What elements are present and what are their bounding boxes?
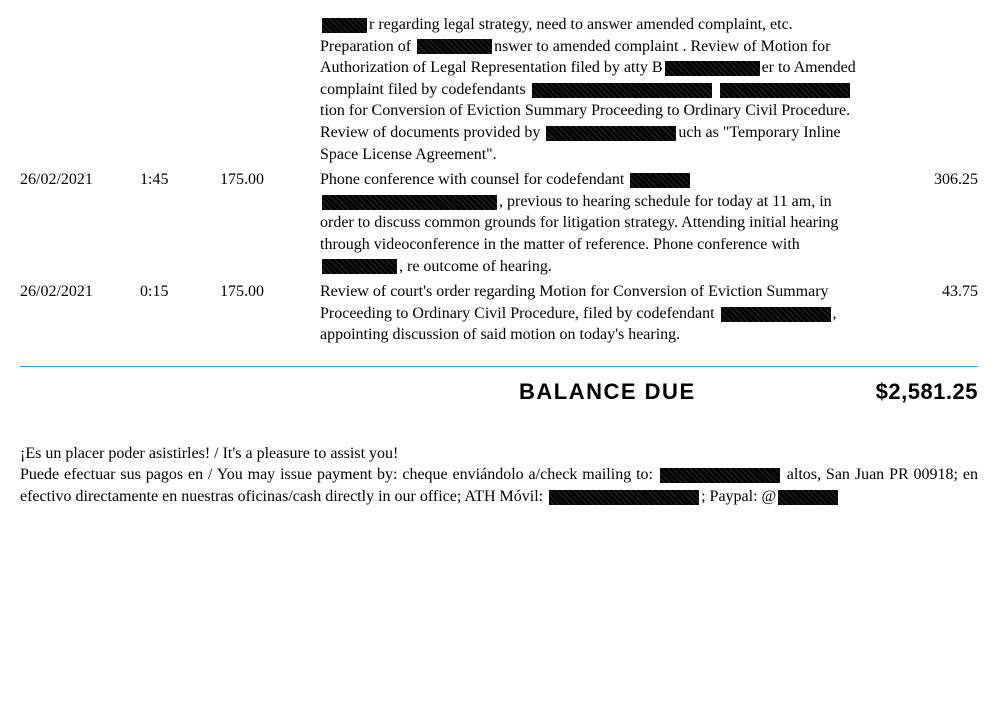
footer-text: Puede efectuar sus pagos en / You may is… — [20, 466, 658, 483]
desc-text: , re outcome of hearing. — [399, 258, 552, 275]
footer-greeting: ¡Es un placer poder asistirles! / It's a… — [20, 443, 978, 465]
cell-amount: 43.75 — [858, 279, 978, 348]
redaction-bar — [322, 18, 367, 33]
redaction-bar — [546, 126, 676, 141]
cell-amount: 306.25 — [858, 167, 978, 279]
footer-payment-instructions: Puede efectuar sus pagos en / You may is… — [20, 464, 978, 507]
redaction-bar — [322, 195, 497, 210]
redaction-bar — [721, 307, 831, 322]
cell-amount — [858, 12, 978, 167]
cell-rate — [220, 12, 320, 167]
payment-footer: ¡Es un placer poder asistirles! / It's a… — [20, 443, 978, 508]
footer-text: ; Paypal: @ — [701, 488, 776, 505]
cell-description: Review of court's order regarding Motion… — [320, 279, 858, 348]
billing-entries-table: r regarding legal strategy, need to answ… — [20, 12, 978, 348]
redaction-bar — [532, 83, 712, 98]
balance-due-label: BALANCE DUE — [519, 377, 696, 407]
cell-description: Phone conference with counsel for codefe… — [320, 167, 858, 279]
cell-rate: 175.00 — [220, 279, 320, 348]
redaction-bar — [720, 83, 850, 98]
redaction-bar — [630, 173, 690, 188]
redaction-bar — [417, 39, 492, 54]
balance-due-amount: $2,581.25 — [876, 377, 978, 407]
cell-description: r regarding legal strategy, need to answ… — [320, 12, 858, 167]
cell-time: 0:15 — [140, 279, 220, 348]
redaction-bar — [549, 490, 699, 505]
cell-time: 1:45 — [140, 167, 220, 279]
table-row: 26/02/2021 0:15 175.00 Review of court's… — [20, 279, 978, 348]
table-row: r regarding legal strategy, need to answ… — [20, 12, 978, 167]
redaction-bar — [778, 490, 838, 505]
cell-date: 26/02/2021 — [20, 279, 140, 348]
desc-text: Phone conference with counsel for codefe… — [320, 171, 628, 188]
balance-due-row: BALANCE DUE $2,581.25 — [20, 366, 978, 407]
cell-date — [20, 12, 140, 167]
cell-time — [140, 12, 220, 167]
table-row: 26/02/2021 1:45 175.00 Phone conference … — [20, 167, 978, 279]
redaction-bar — [665, 61, 760, 76]
cell-date: 26/02/2021 — [20, 167, 140, 279]
redaction-bar — [322, 259, 397, 274]
cell-rate: 175.00 — [220, 167, 320, 279]
redaction-bar — [660, 468, 780, 483]
